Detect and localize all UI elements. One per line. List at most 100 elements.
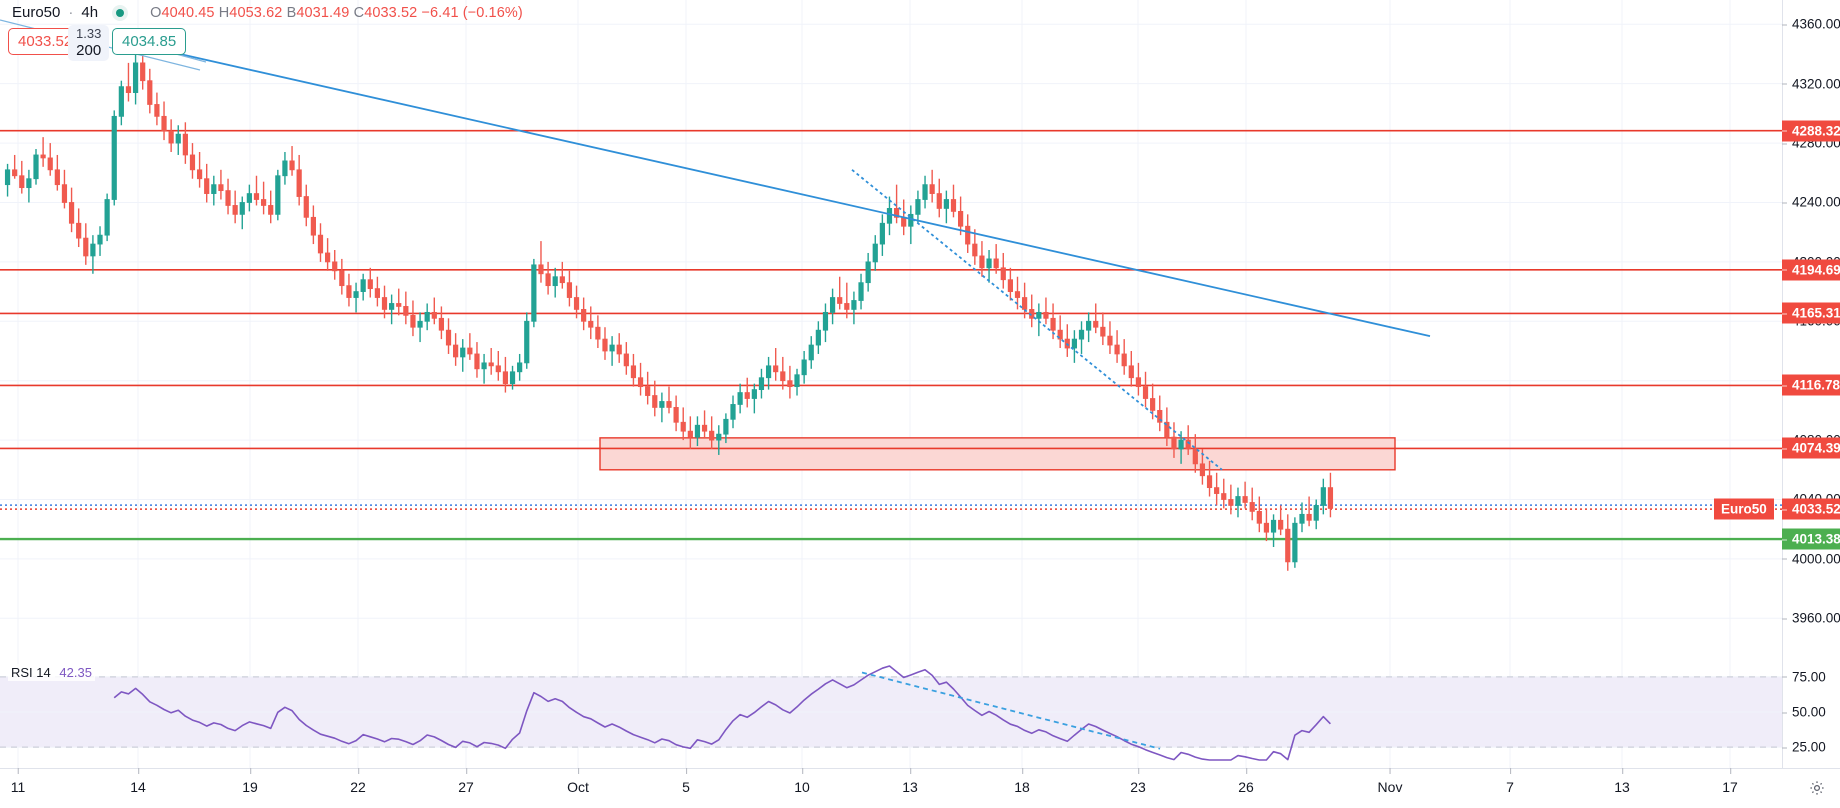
legend-separator: · (68, 4, 74, 21)
candle-body (90, 243, 96, 257)
candle-body (1050, 317, 1056, 331)
price-axis-badge[interactable]: 4288.32 (1782, 120, 1840, 142)
price-axis-badge[interactable]: 4013.38 (1782, 528, 1840, 550)
candle-body (1043, 311, 1049, 319)
candle-body (325, 252, 331, 263)
candle-body (118, 86, 124, 117)
ohlc-low-key: B (286, 4, 297, 21)
major-downtrend[interactable] (179, 53, 1431, 338)
candle-body (538, 264, 544, 275)
candle-body (1214, 487, 1220, 494)
gear-icon[interactable] (1808, 779, 1826, 797)
time-axis-tick: 11 (10, 768, 26, 795)
candle-body (652, 395, 658, 408)
candle-body (837, 297, 843, 304)
candle-body (47, 157, 53, 171)
candle-body (886, 208, 893, 224)
steep-downtrend[interactable] (851, 169, 1223, 471)
candle-body (1313, 505, 1319, 521)
candle-body (76, 222, 82, 239)
candle-body (737, 392, 743, 405)
ohlc-close-key: C (353, 4, 365, 21)
timeframe-label[interactable]: 4h (81, 4, 99, 21)
price-axis-badge[interactable]: 4165.31 (1782, 302, 1840, 324)
rsi-legend[interactable]: RSI 14 42.35 (8, 664, 95, 681)
candle-body (460, 347, 466, 358)
chart-canvas[interactable] (0, 0, 1782, 808)
price-axis-badge[interactable]: 4074.39 (1782, 437, 1840, 459)
symbol-price-badge[interactable]: Euro50 (1714, 498, 1774, 520)
rsi-bearish-divergence[interactable] (861, 671, 1161, 750)
candle-body (730, 404, 736, 420)
candle-body (1164, 421, 1170, 438)
candle-body (218, 184, 224, 192)
candle-body (765, 365, 772, 379)
candle-body (1299, 513, 1305, 524)
candle-body (140, 62, 146, 82)
candle-body (168, 130, 174, 144)
rsi-value: 42.35 (59, 665, 92, 680)
price-axis-tick: 4240.00 (1782, 195, 1840, 210)
candle-body (915, 199, 921, 215)
candle-body (758, 377, 765, 391)
candle-body (396, 303, 402, 307)
candle-body (1292, 522, 1298, 563)
ma-green-label[interactable]: 4034.85 (112, 28, 187, 56)
candle-body (794, 374, 800, 388)
time-axis-tick: 19 (242, 768, 258, 795)
candle-body (965, 225, 971, 245)
ohlc-high-value: 4053.62 (229, 4, 283, 21)
candle-body (1057, 329, 1063, 340)
candle-body (524, 320, 530, 364)
ohlc-values: O4040.45 H4053.62 B4031.49 C4033.52 −6.4… (150, 5, 523, 21)
candle-body (602, 338, 608, 352)
price-axis-tick: 4000.00 (1782, 551, 1840, 566)
candle-body (1249, 502, 1255, 512)
candle-body (502, 371, 509, 385)
candle-body (239, 202, 245, 215)
candle-body (182, 133, 188, 156)
candle-body (61, 184, 68, 203)
candle-body (1263, 522, 1270, 533)
price-axis-tick: 4320.00 (1782, 76, 1840, 91)
price-axis-badge[interactable]: 4194.69 (1782, 259, 1840, 281)
candle-body (1135, 377, 1142, 388)
ma-ratio-label[interactable]: 1.33 200 (68, 25, 110, 62)
candle-body (972, 243, 978, 257)
candle-body (616, 344, 622, 355)
price-axis[interactable]: 4360.004320.004280.004240.004200.004160.… (1782, 0, 1840, 808)
ma-ratio-bottom: 200 (76, 41, 102, 59)
candle-body (787, 380, 793, 388)
candle-body (581, 309, 587, 322)
price-axis-tick: 4360.00 (1782, 17, 1840, 32)
price-axis-badge[interactable]: 4116.78 (1782, 374, 1840, 396)
candle-body (1199, 463, 1206, 477)
candle-body (979, 255, 985, 269)
time-axis[interactable]: 11 14 19 22 27 Oct 5 10 13 18 23 26 Nov 7 13 17 (0, 768, 1840, 808)
candle-body (97, 234, 103, 245)
candle-body (367, 279, 373, 290)
time-axis-tick: 26 (1238, 768, 1254, 795)
candle-body (744, 392, 750, 399)
candle-body (687, 430, 693, 438)
candle-body (175, 133, 181, 144)
candle-body (986, 258, 992, 269)
supply-demand-zone[interactable] (599, 437, 1396, 471)
price-axis-badge[interactable]: 4033.52 (1782, 498, 1840, 520)
candle-body (1278, 519, 1284, 530)
time-axis-tick: 13 (1614, 768, 1630, 795)
candle-body (1078, 329, 1085, 340)
ohlc-change: −6.41 (−0.16%) (421, 4, 523, 21)
ma-ratio-top: 1.33 (76, 26, 102, 41)
candle-body (147, 80, 153, 105)
candle-body (225, 190, 231, 206)
candle-body (296, 169, 302, 197)
candle-body (453, 344, 459, 358)
symbol-label[interactable]: Euro50 (12, 4, 61, 21)
time-axis-tick: 18 (1014, 768, 1030, 795)
candle-body (403, 306, 409, 316)
rsi-axis-tick: 75.00 (1782, 669, 1840, 684)
candle-body (317, 234, 324, 254)
candle-body (922, 184, 928, 200)
